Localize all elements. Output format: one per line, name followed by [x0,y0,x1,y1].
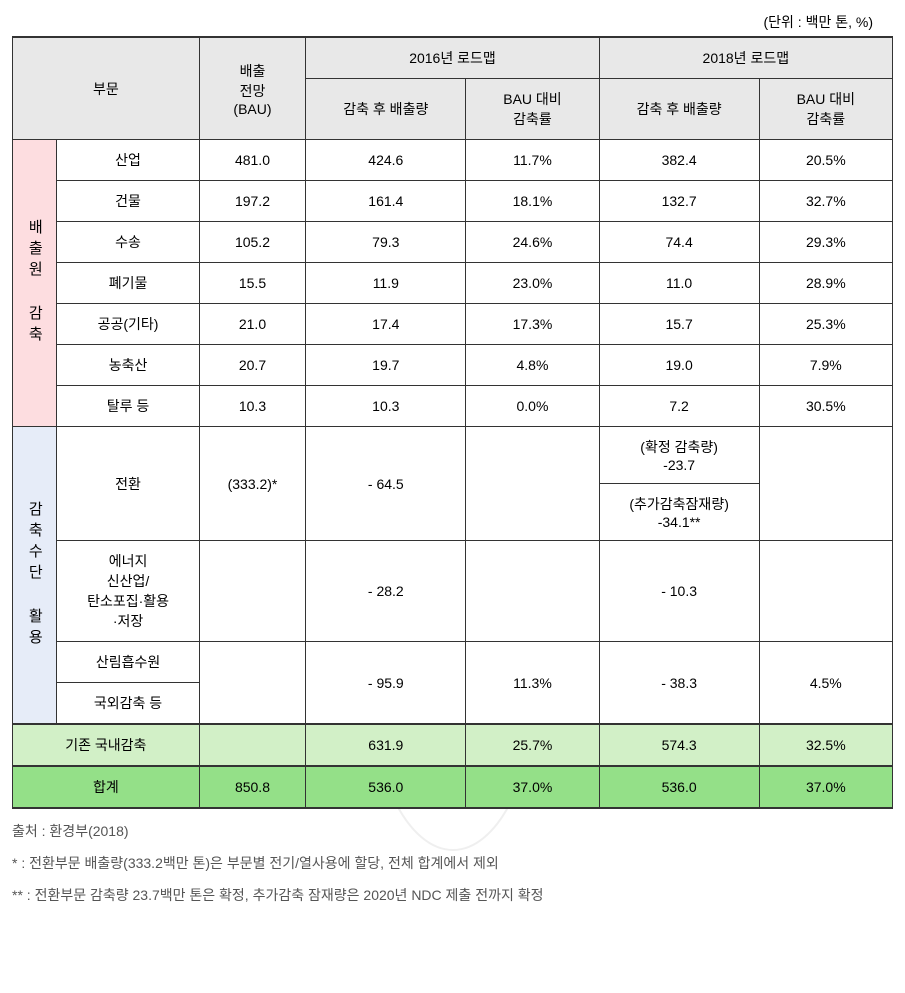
cell: 424.6 [306,140,466,181]
cell: 37.0% [466,766,599,808]
cell: 11.9 [306,263,466,304]
row-waste-name: 폐기물 [57,263,199,304]
cell: 32.7% [759,181,892,222]
cell: (333.2)* [199,427,306,541]
cell: 574.3 [599,724,759,766]
cell [466,541,599,642]
cat-reduction-methods: 감축수단 활용 [13,427,57,725]
unit-label: (단위 : 백만 톤, %) [12,12,893,32]
hdr-2018: 2018년 로드맵 [599,37,892,79]
cell: - 64.5 [306,427,466,541]
cell: 536.0 [306,766,466,808]
cell: 11.7% [466,140,599,181]
cell: 25.3% [759,304,892,345]
cell: 37.0% [759,766,892,808]
emissions-table: 부문 배출 전망 (BAU) 2016년 로드맵 2018년 로드맵 감축 후 … [12,36,893,809]
cell: 10.3 [306,386,466,427]
cell: 0.0% [466,386,599,427]
cell: - 38.3 [599,642,759,725]
cell: 17.4 [306,304,466,345]
cell: 25.7% [466,724,599,766]
row-building-name: 건물 [57,181,199,222]
cell [759,541,892,642]
cell: 29.3% [759,222,892,263]
row-forest-name: 산림흡수원 [57,642,199,683]
cell: 4.5% [759,642,892,725]
hdr-rate-2016: BAU 대비 감축률 [466,79,599,140]
cell: 32.5% [759,724,892,766]
cell: 74.4 [599,222,759,263]
footnotes: 출처 : 환경부(2018) * : 전환부문 배출량(333.2백만 톤)은 … [12,817,893,909]
cell: 132.7 [599,181,759,222]
row-domestic-name: 기존 국내감축 [13,724,200,766]
cell: 15.5 [199,263,306,304]
row-overseas-name: 국외감축 등 [57,683,199,725]
row-public-name: 공공(기타) [57,304,199,345]
cell: 28.9% [759,263,892,304]
cell [199,724,306,766]
footnote-1: * : 전환부문 배출량(333.2백만 톤)은 부문별 전기/열사용에 할당,… [12,849,893,877]
cell [199,541,306,642]
cell: 382.4 [599,140,759,181]
row-agri-name: 농축산 [57,345,199,386]
cat-emission-sources: 배출원 감축 [13,140,57,427]
cell: - 95.9 [306,642,466,725]
cell: 79.3 [306,222,466,263]
cell: 197.2 [199,181,306,222]
cell-confirmed: (확정 감축량) -23.7 [599,427,759,484]
cell: 20.5% [759,140,892,181]
cell: 19.7 [306,345,466,386]
hdr-rate-2018: BAU 대비 감축률 [759,79,892,140]
cell: 11.0 [599,263,759,304]
cell: 7.9% [759,345,892,386]
cell: 15.7 [599,304,759,345]
row-transport-name: 수송 [57,222,199,263]
footnote-2: ** : 전환부문 감축량 23.7백만 톤은 확정, 추가감축 잠재량은 20… [12,881,893,909]
cell [199,642,306,725]
cell: 19.0 [599,345,759,386]
cell: 850.8 [199,766,306,808]
cell: 10.3 [199,386,306,427]
row-fugitive-name: 탈루 등 [57,386,199,427]
row-industry-name: 산업 [57,140,199,181]
row-total-name: 합계 [13,766,200,808]
cell: - 28.2 [306,541,466,642]
hdr-after-2018: 감축 후 배출량 [599,79,759,140]
cell: - 10.3 [599,541,759,642]
cell-potential: (추가감축잠재량) -34.1** [599,484,759,541]
cell: 23.0% [466,263,599,304]
cell: 17.3% [466,304,599,345]
row-conversion-name: 전환 [57,427,199,541]
cell: 18.1% [466,181,599,222]
source-note: 출처 : 환경부(2018) [12,817,893,845]
hdr-bau: 배출 전망 (BAU) [199,37,306,140]
cell: 105.2 [199,222,306,263]
hdr-2016: 2016년 로드맵 [306,37,599,79]
cell: 11.3% [466,642,599,725]
cell: 30.5% [759,386,892,427]
hdr-after-2016: 감축 후 배출량 [306,79,466,140]
cell: 161.4 [306,181,466,222]
cell: 4.8% [466,345,599,386]
cell: 24.6% [466,222,599,263]
row-energy-newind-name: 에너지 신산업/ 탄소포집·활용 ·저장 [57,541,199,642]
cell: 21.0 [199,304,306,345]
cell: 7.2 [599,386,759,427]
cell [759,427,892,541]
cell [466,427,599,541]
hdr-sector: 부문 [13,37,200,140]
cell: 481.0 [199,140,306,181]
cell: 631.9 [306,724,466,766]
cell: 536.0 [599,766,759,808]
cell: 20.7 [199,345,306,386]
